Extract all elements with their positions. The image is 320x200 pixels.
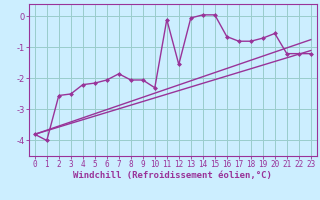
X-axis label: Windchill (Refroidissement éolien,°C): Windchill (Refroidissement éolien,°C)	[73, 171, 272, 180]
